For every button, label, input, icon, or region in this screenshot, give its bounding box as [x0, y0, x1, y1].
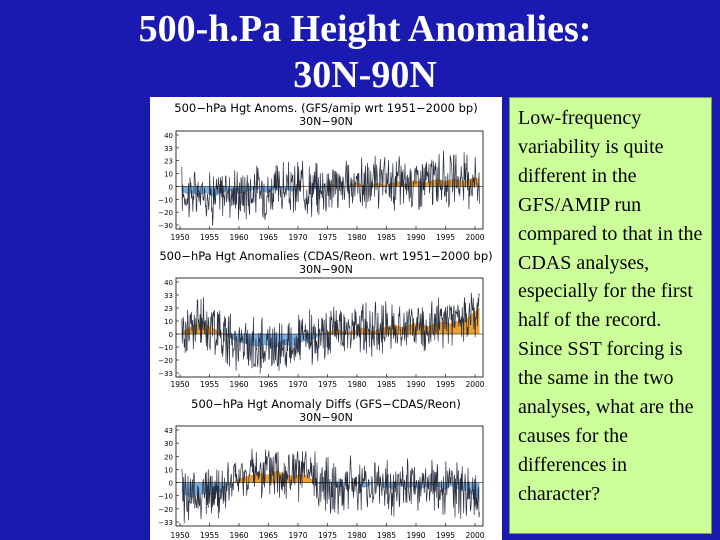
y-tick-label: −20 — [158, 506, 173, 514]
x-tick-label: 1990 — [406, 380, 425, 389]
anomaly-time-series-figure: 500−hPa Hgt Anoms. (GFS/amip wrt 1951−20… — [158, 101, 492, 540]
chart-subtitle: 30N−90N — [299, 115, 353, 128]
y-tick-label: −10 — [158, 196, 173, 204]
y-tick-label: 10 — [164, 466, 173, 474]
x-tick-label: 2000 — [465, 233, 484, 242]
chart-title: 500−hPa Hgt Anomalies (CDAS/Reon. wrt 19… — [159, 249, 492, 263]
chart-title: 500−hPa Hgt Anomaly Diffs (GFS−CDAS/Reon… — [191, 397, 461, 411]
y-tick-label: −20 — [158, 357, 173, 365]
x-tick-label: 1990 — [406, 531, 425, 540]
x-tick-label: 1965 — [259, 233, 278, 242]
x-tick-label: 1975 — [318, 233, 337, 242]
x-tick-label: 1990 — [406, 233, 425, 242]
commentary-text: Low-frequency variability is quite diffe… — [518, 107, 703, 505]
x-tick-label: 1975 — [318, 380, 337, 389]
anomaly-series-line — [181, 150, 480, 226]
x-tick-label: 1955 — [200, 380, 219, 389]
y-tick-label: 33 — [164, 292, 173, 300]
x-tick-label: 1960 — [229, 531, 248, 540]
x-tick-label: 1950 — [170, 380, 189, 389]
x-tick-label: 1960 — [229, 233, 248, 242]
x-tick-label: 2000 — [465, 380, 484, 389]
y-tick-label: −10 — [158, 493, 173, 501]
x-tick-label: 1970 — [288, 531, 307, 540]
x-tick-label: 1950 — [170, 531, 189, 540]
y-tick-label: −33 — [158, 519, 173, 527]
slide-title: 500-h.Pa Height Anomalies: 30N-90N — [0, 6, 720, 98]
y-tick-label: 0 — [169, 331, 173, 339]
x-tick-label: 1995 — [436, 531, 455, 540]
y-tick-label: 40 — [164, 132, 173, 140]
y-tick-label: 10 — [164, 171, 173, 179]
slide-title-line2: 30N-90N — [293, 54, 437, 96]
x-tick-label: 1985 — [377, 380, 396, 389]
x-tick-label: 2000 — [465, 531, 484, 540]
y-tick-label: 20 — [164, 453, 173, 461]
positive-anomaly-area — [181, 470, 480, 483]
y-tick-label: 23 — [164, 158, 173, 166]
x-tick-label: 1970 — [288, 380, 307, 389]
slide-title-line1: 500-h.Pa Height Anomalies: — [138, 8, 592, 50]
y-tick-label: 23 — [164, 305, 173, 313]
anomaly-series-line — [181, 448, 480, 524]
commentary-box: Low-frequency variability is quite diffe… — [509, 97, 712, 534]
y-tick-label: 30 — [164, 440, 173, 448]
y-tick-label: 33 — [164, 145, 173, 153]
y-tick-label: 40 — [164, 279, 173, 287]
x-tick-label: 1965 — [259, 380, 278, 389]
chart-subtitle: 30N−90N — [299, 411, 353, 424]
x-tick-label: 1965 — [259, 531, 278, 540]
x-tick-label: 1970 — [288, 233, 307, 242]
x-tick-label: 1980 — [347, 380, 366, 389]
chart-subtitle: 30N−90N — [299, 263, 353, 276]
x-tick-label: 1950 — [170, 233, 189, 242]
x-tick-label: 1960 — [229, 380, 248, 389]
x-tick-label: 1980 — [347, 531, 366, 540]
figure-panel: 500−hPa Hgt Anoms. (GFS/amip wrt 1951−20… — [150, 97, 502, 540]
y-tick-label: 43 — [164, 427, 173, 435]
y-tick-label: 0 — [169, 183, 173, 191]
negative-anomaly-area — [181, 482, 480, 501]
x-tick-label: 1980 — [347, 233, 366, 242]
x-tick-label: 1995 — [436, 233, 455, 242]
x-tick-label: 1975 — [318, 531, 337, 540]
x-tick-label: 1985 — [377, 531, 396, 540]
y-tick-label: 0 — [169, 480, 173, 488]
x-tick-label: 1955 — [200, 531, 219, 540]
x-tick-label: 1995 — [436, 380, 455, 389]
y-tick-label: −10 — [158, 344, 173, 352]
y-tick-label: −33 — [158, 370, 173, 378]
y-tick-label: −20 — [158, 209, 173, 217]
x-tick-label: 1985 — [377, 233, 396, 242]
y-tick-label: 10 — [164, 318, 173, 326]
x-tick-label: 1955 — [200, 233, 219, 242]
anomaly-series-line — [181, 292, 480, 374]
y-tick-label: −30 — [158, 222, 173, 230]
chart-title: 500−hPa Hgt Anoms. (GFS/amip wrt 1951−20… — [174, 101, 477, 115]
